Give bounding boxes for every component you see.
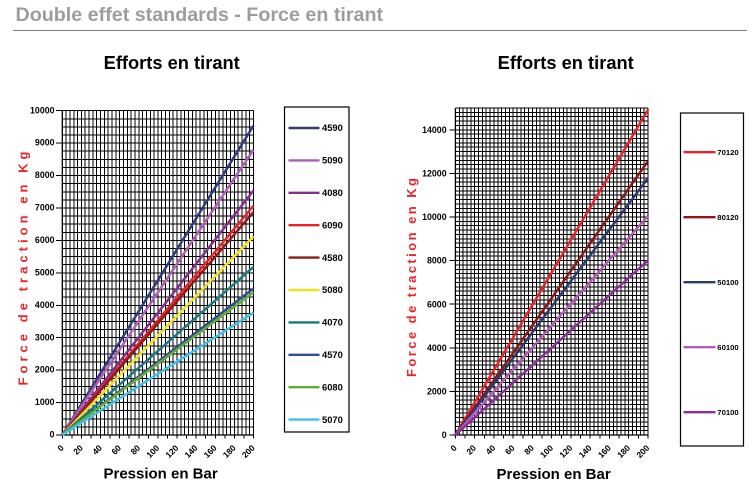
svg-text:160: 160 xyxy=(596,443,613,460)
svg-text:140: 140 xyxy=(577,443,594,460)
svg-text:10000: 10000 xyxy=(30,105,55,115)
svg-text:120: 120 xyxy=(163,443,180,460)
svg-text:140: 140 xyxy=(182,443,199,460)
svg-text:4580: 4580 xyxy=(322,252,343,263)
svg-text:7000: 7000 xyxy=(35,203,55,213)
svg-text:4590: 4590 xyxy=(322,122,343,133)
svg-text:3000: 3000 xyxy=(35,332,55,342)
svg-text:Pression en Bar: Pression en Bar xyxy=(496,466,610,483)
svg-text:80: 80 xyxy=(522,443,536,457)
svg-text:6080: 6080 xyxy=(322,381,343,392)
svg-text:20: 20 xyxy=(464,443,478,457)
svg-text:180: 180 xyxy=(221,443,238,460)
svg-text:4070: 4070 xyxy=(322,317,343,328)
svg-text:4080: 4080 xyxy=(322,187,343,198)
svg-text:5090: 5090 xyxy=(322,155,343,166)
svg-text:0: 0 xyxy=(50,430,55,440)
svg-text:200: 200 xyxy=(240,443,257,460)
svg-text:Force de traction en Kg: Force de traction en Kg xyxy=(16,151,31,385)
svg-text:8000: 8000 xyxy=(427,256,447,266)
svg-text:9000: 9000 xyxy=(35,138,55,148)
svg-text:0: 0 xyxy=(442,430,447,440)
svg-text:6090: 6090 xyxy=(322,219,343,230)
svg-text:20: 20 xyxy=(71,443,85,457)
svg-text:40: 40 xyxy=(484,443,498,457)
svg-text:0: 0 xyxy=(448,443,459,454)
svg-text:8000: 8000 xyxy=(35,170,55,180)
svg-text:Efforts en tirant: Efforts en tirant xyxy=(498,52,634,73)
svg-text:160: 160 xyxy=(202,443,219,460)
svg-text:Efforts en tirant: Efforts en tirant xyxy=(104,52,240,73)
svg-text:6000: 6000 xyxy=(35,235,55,245)
svg-text:4000: 4000 xyxy=(35,300,55,310)
svg-text:10000: 10000 xyxy=(422,212,447,222)
svg-text:180: 180 xyxy=(615,443,632,460)
svg-text:40: 40 xyxy=(90,443,104,457)
svg-text:4000: 4000 xyxy=(427,343,447,353)
svg-text:70120: 70120 xyxy=(717,148,738,157)
svg-text:1000: 1000 xyxy=(35,397,55,407)
svg-text:5070: 5070 xyxy=(322,414,343,425)
svg-text:120: 120 xyxy=(557,443,574,460)
svg-text:5000: 5000 xyxy=(35,267,55,277)
svg-text:12000: 12000 xyxy=(422,169,447,179)
svg-text:70100: 70100 xyxy=(717,408,738,417)
svg-text:60: 60 xyxy=(503,443,517,457)
svg-text:Pression en Bar: Pression en Bar xyxy=(103,465,217,482)
svg-text:60: 60 xyxy=(109,443,123,457)
svg-text:2000: 2000 xyxy=(427,387,447,397)
svg-text:6000: 6000 xyxy=(427,299,447,309)
svg-text:200: 200 xyxy=(634,443,651,460)
svg-text:2000: 2000 xyxy=(35,365,55,375)
svg-text:80120: 80120 xyxy=(717,213,738,222)
svg-text:100: 100 xyxy=(144,443,161,460)
svg-text:4570: 4570 xyxy=(322,349,343,360)
svg-text:Force de traction en Kg: Force de traction en Kg xyxy=(404,178,419,377)
svg-text:0: 0 xyxy=(55,443,66,454)
svg-text:80: 80 xyxy=(128,443,142,457)
svg-text:5080: 5080 xyxy=(322,284,343,295)
svg-text:50100: 50100 xyxy=(717,278,738,287)
svg-text:60100: 60100 xyxy=(717,343,738,352)
svg-text:14000: 14000 xyxy=(422,125,447,135)
svg-text:100: 100 xyxy=(538,443,555,460)
